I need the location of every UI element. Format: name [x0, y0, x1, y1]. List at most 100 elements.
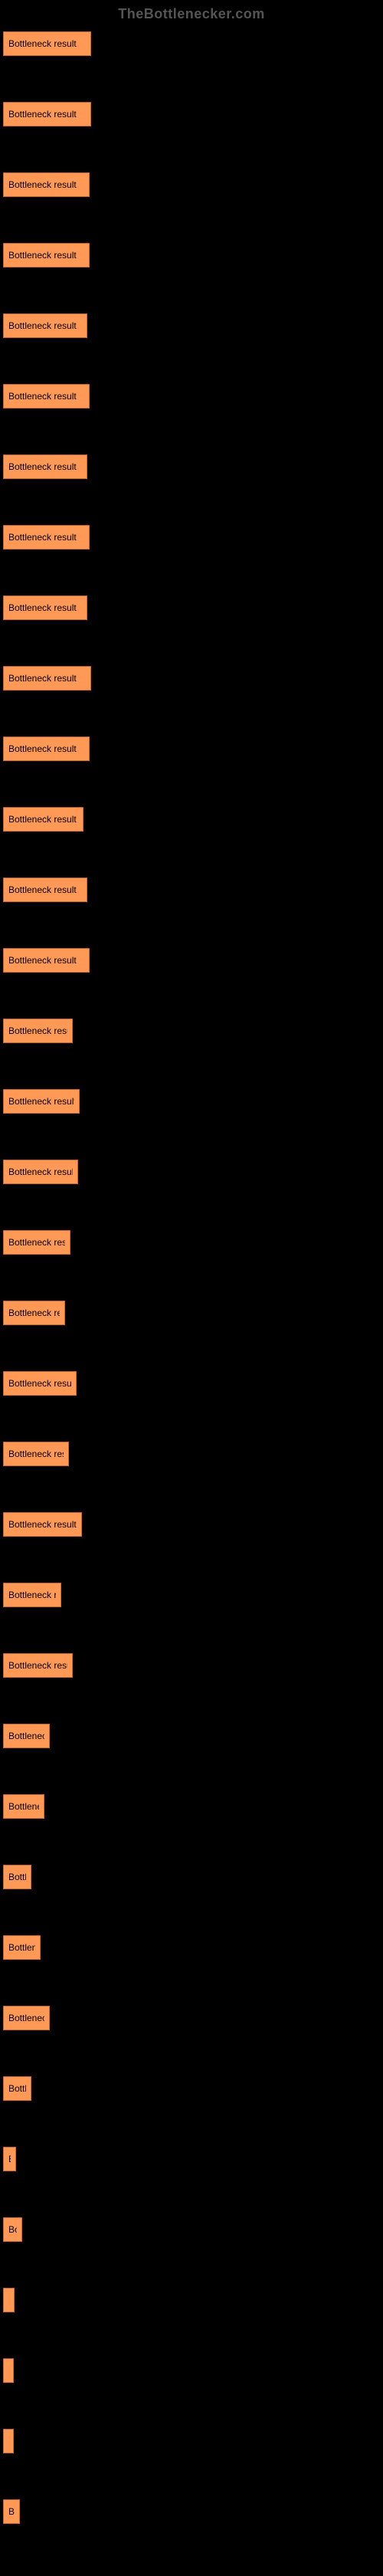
chart-bar: Bottleneck result: [3, 1371, 77, 1396]
bar-row: Bottleneck result: [3, 243, 380, 267]
bar-row: Bottleneck result: [3, 2076, 380, 2101]
bar-label: Bottleneck result: [8, 1378, 71, 1389]
bar-row: Bottleneck result: [3, 2006, 380, 2030]
watermark-text: TheBottlenecker.com: [0, 6, 383, 22]
bar-row: Bottleneck result: [3, 1794, 380, 1819]
bar-row: Bottleneck result: [3, 1019, 380, 1043]
chart-bar: Bottleneck result: [3, 1794, 44, 1819]
bar-row: Bottleneck result: [3, 2288, 380, 2312]
chart-bar: Bottleneck result: [3, 1442, 69, 1466]
bar-row: Bottleneck result: [3, 1653, 380, 1678]
bar-label: Bottleneck result: [8, 1519, 77, 1530]
chart-bar: Bottleneck result: [3, 2429, 14, 2453]
chart-bar: Bottleneck result: [3, 454, 87, 479]
bar-label: Bottleneck result: [8, 814, 77, 825]
bar-row: Bottleneck result: [3, 102, 380, 126]
bar-label: Bottleneck result: [8, 532, 77, 543]
bar-label: Bottleneck result: [8, 884, 77, 895]
bar-row: Bottleneck result: [3, 1371, 380, 1396]
bar-label: Bottleneck result: [8, 1731, 44, 1741]
chart-bar: Bottleneck result: [3, 807, 83, 832]
bar-row: Bottleneck result: [3, 1301, 380, 1325]
chart-bar: Bottleneck result: [3, 313, 87, 338]
bar-row: Bottleneck result: [3, 313, 380, 338]
chart-bar: Bottleneck result: [3, 102, 91, 126]
chart-bar: Bottleneck result: [3, 1653, 73, 1678]
bar-row: Bottleneck result: [3, 2147, 380, 2171]
bar-label: Bottleneck result: [8, 1449, 64, 1459]
bar-row: Bottleneck result: [3, 878, 380, 902]
bar-row: Bottleneck result: [3, 525, 380, 550]
bar-row: Bottleneck result: [3, 2217, 380, 2242]
chart-bar: Bottleneck result: [3, 2147, 16, 2171]
bar-label: Bottleneck result: [8, 109, 77, 120]
chart-bar: Bottleneck result: [3, 1583, 61, 1607]
bar-label: Bottleneck result: [8, 1237, 65, 1248]
bar-label: Bottleneck result: [8, 673, 77, 684]
chart-bar: Bottleneck result: [3, 1935, 41, 1960]
chart-bar: Bottleneck result: [3, 1019, 73, 1043]
bar-label: Bottleneck result: [8, 1942, 35, 1953]
bar-row: Bottleneck result: [3, 2358, 380, 2383]
bar-row: Bottleneck result: [3, 1160, 380, 1184]
bar-label: Bottleneck result: [8, 1167, 73, 1177]
bar-label: Bottleneck result: [8, 2224, 17, 2235]
bar-row: Bottleneck result: [3, 1583, 380, 1607]
bar-row: Bottleneck result: [3, 1089, 380, 1114]
bar-label: Bottleneck result: [8, 320, 77, 331]
bar-label: Bottleneck result: [8, 250, 77, 261]
chart-bar: Bottleneck result: [3, 1724, 50, 1748]
chart-bar: Bottleneck result: [3, 1512, 82, 1537]
bar-label: Bottleneck result: [8, 2083, 26, 2094]
bar-label: Bottleneck result: [8, 1096, 74, 1107]
chart-bar: Bottleneck result: [3, 1230, 70, 1255]
bar-label: Bottleneck result: [8, 2013, 44, 2023]
bar-row: Bottleneck result: [3, 1230, 380, 1255]
chart-bar: Bottleneck result: [3, 384, 90, 409]
chart-bar: Bottleneck result: [3, 525, 90, 550]
chart-bar: Bottleneck result: [3, 31, 91, 56]
bar-row: Bottleneck result: [3, 384, 380, 409]
bar-label: Bottleneck result: [8, 179, 77, 190]
bar-row: Bottleneck result: [3, 1935, 380, 1960]
bar-row: Bottleneck result: [3, 807, 380, 832]
bar-row: Bottleneck result: [3, 666, 380, 691]
chart-bar: Bottleneck result: [3, 172, 90, 197]
chart-bar: Bottleneck result: [3, 1089, 80, 1114]
chart-bar: Bottleneck result: [3, 2499, 20, 2524]
bar-label: Bottleneck result: [8, 461, 77, 472]
chart-bar: Bottleneck result: [3, 948, 90, 973]
bar-row: Bottleneck result: [3, 1865, 380, 1889]
chart-bar: Bottleneck result: [3, 1865, 31, 1889]
bar-label: Bottleneck result: [8, 1660, 67, 1671]
chart-bar: Bottleneck result: [3, 2358, 14, 2383]
bar-label: Bottleneck result: [8, 1308, 60, 1318]
chart-bar: Bottleneck result: [3, 1160, 78, 1184]
bar-row: Bottleneck result: [3, 1724, 380, 1748]
bar-label: Bottleneck result: [8, 38, 77, 49]
bar-row: Bottleneck result: [3, 1512, 380, 1537]
bar-row: Bottleneck result: [3, 948, 380, 973]
bar-label: Bottleneck result: [8, 2154, 11, 2164]
bar-row: Bottleneck result: [3, 172, 380, 197]
bar-label: Bottleneck result: [8, 2295, 9, 2305]
bar-row: Bottleneck result: [3, 31, 380, 56]
bar-row: Bottleneck result: [3, 737, 380, 761]
bar-label: Bottleneck result: [8, 955, 77, 966]
bar-row: Bottleneck result: [3, 2429, 380, 2453]
bar-label: Bottleneck result: [8, 391, 77, 402]
chart-bar: Bottleneck result: [3, 2006, 50, 2030]
bar-label: Bottleneck result: [8, 743, 77, 754]
chart-container: Bottleneck result Bottleneck result Bottle…: [0, 31, 383, 2524]
bar-label: Bottleneck result: [8, 1590, 56, 1600]
chart-bar: Bottleneck result: [3, 878, 87, 902]
chart-bar: Bottleneck result: [3, 1301, 65, 1325]
bar-label: Bottleneck result: [8, 602, 77, 613]
bar-label: Bottleneck result: [8, 1872, 26, 1882]
bar-label: Bottleneck result: [8, 2506, 15, 2517]
chart-bar: Bottleneck result: [3, 2076, 31, 2101]
bar-label: Bottleneck result: [8, 1801, 39, 1812]
chart-bar: Bottleneck result: [3, 596, 87, 620]
chart-bar: Bottleneck result: [3, 2288, 15, 2312]
chart-bar: Bottleneck result: [3, 737, 90, 761]
